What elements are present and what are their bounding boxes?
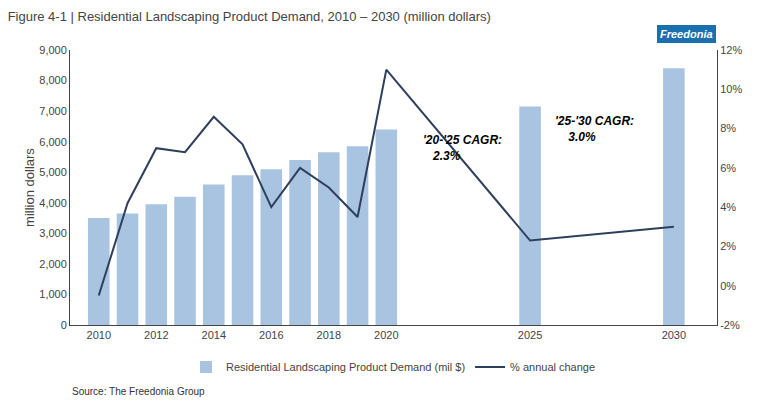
- svg-text:1,000: 1,000: [39, 288, 67, 300]
- svg-text:Residential Landscaping Produc: Residential Landscaping Product Demand (…: [226, 361, 465, 373]
- svg-text:2016: 2016: [259, 329, 283, 341]
- svg-text:2014: 2014: [202, 329, 226, 341]
- svg-text:2010: 2010: [87, 329, 111, 341]
- svg-text:'25-'30 CAGR: 3.0%: '25-'30 CAGR: 3.0%: [555, 114, 634, 144]
- svg-text:12%: 12%: [720, 44, 742, 56]
- svg-text:8,000: 8,000: [39, 74, 67, 86]
- svg-text:2030: 2030: [662, 329, 686, 341]
- svg-text:8%: 8%: [720, 122, 736, 134]
- svg-text:2,000: 2,000: [39, 258, 67, 270]
- svg-text:2%: 2%: [720, 240, 736, 252]
- svg-text:5,000: 5,000: [39, 166, 67, 178]
- svg-text:6%: 6%: [720, 162, 736, 174]
- svg-text:3,000: 3,000: [39, 227, 67, 239]
- svg-text:2020: 2020: [374, 329, 398, 341]
- svg-text:4,000: 4,000: [39, 197, 67, 209]
- svg-text:2018: 2018: [317, 329, 341, 341]
- svg-text:7,000: 7,000: [39, 105, 67, 117]
- svg-text:10%: 10%: [720, 83, 742, 95]
- svg-text:% annual change: % annual change: [510, 361, 595, 373]
- svg-text:9,000: 9,000: [39, 44, 67, 56]
- svg-text:Freedonia: Freedonia: [660, 28, 713, 40]
- svg-text:2025: 2025: [518, 329, 542, 341]
- svg-text:2012: 2012: [144, 329, 168, 341]
- svg-text:Figure 4-1 | Residential Lands: Figure 4-1 | Residential Landscaping Pro…: [8, 9, 491, 24]
- svg-text:Source: The Freedonia Group: Source: The Freedonia Group: [72, 386, 205, 397]
- svg-text:-2%: -2%: [720, 319, 740, 331]
- svg-text:'20-'25 CAGR: 2.3%: '20-'25 CAGR: 2.3%: [423, 133, 502, 163]
- svg-text:6,000: 6,000: [39, 136, 67, 148]
- svg-text:0%: 0%: [720, 280, 736, 292]
- svg-text:0: 0: [61, 319, 67, 331]
- svg-text:4%: 4%: [720, 201, 736, 213]
- svg-text:million dollars: million dollars: [22, 148, 37, 227]
